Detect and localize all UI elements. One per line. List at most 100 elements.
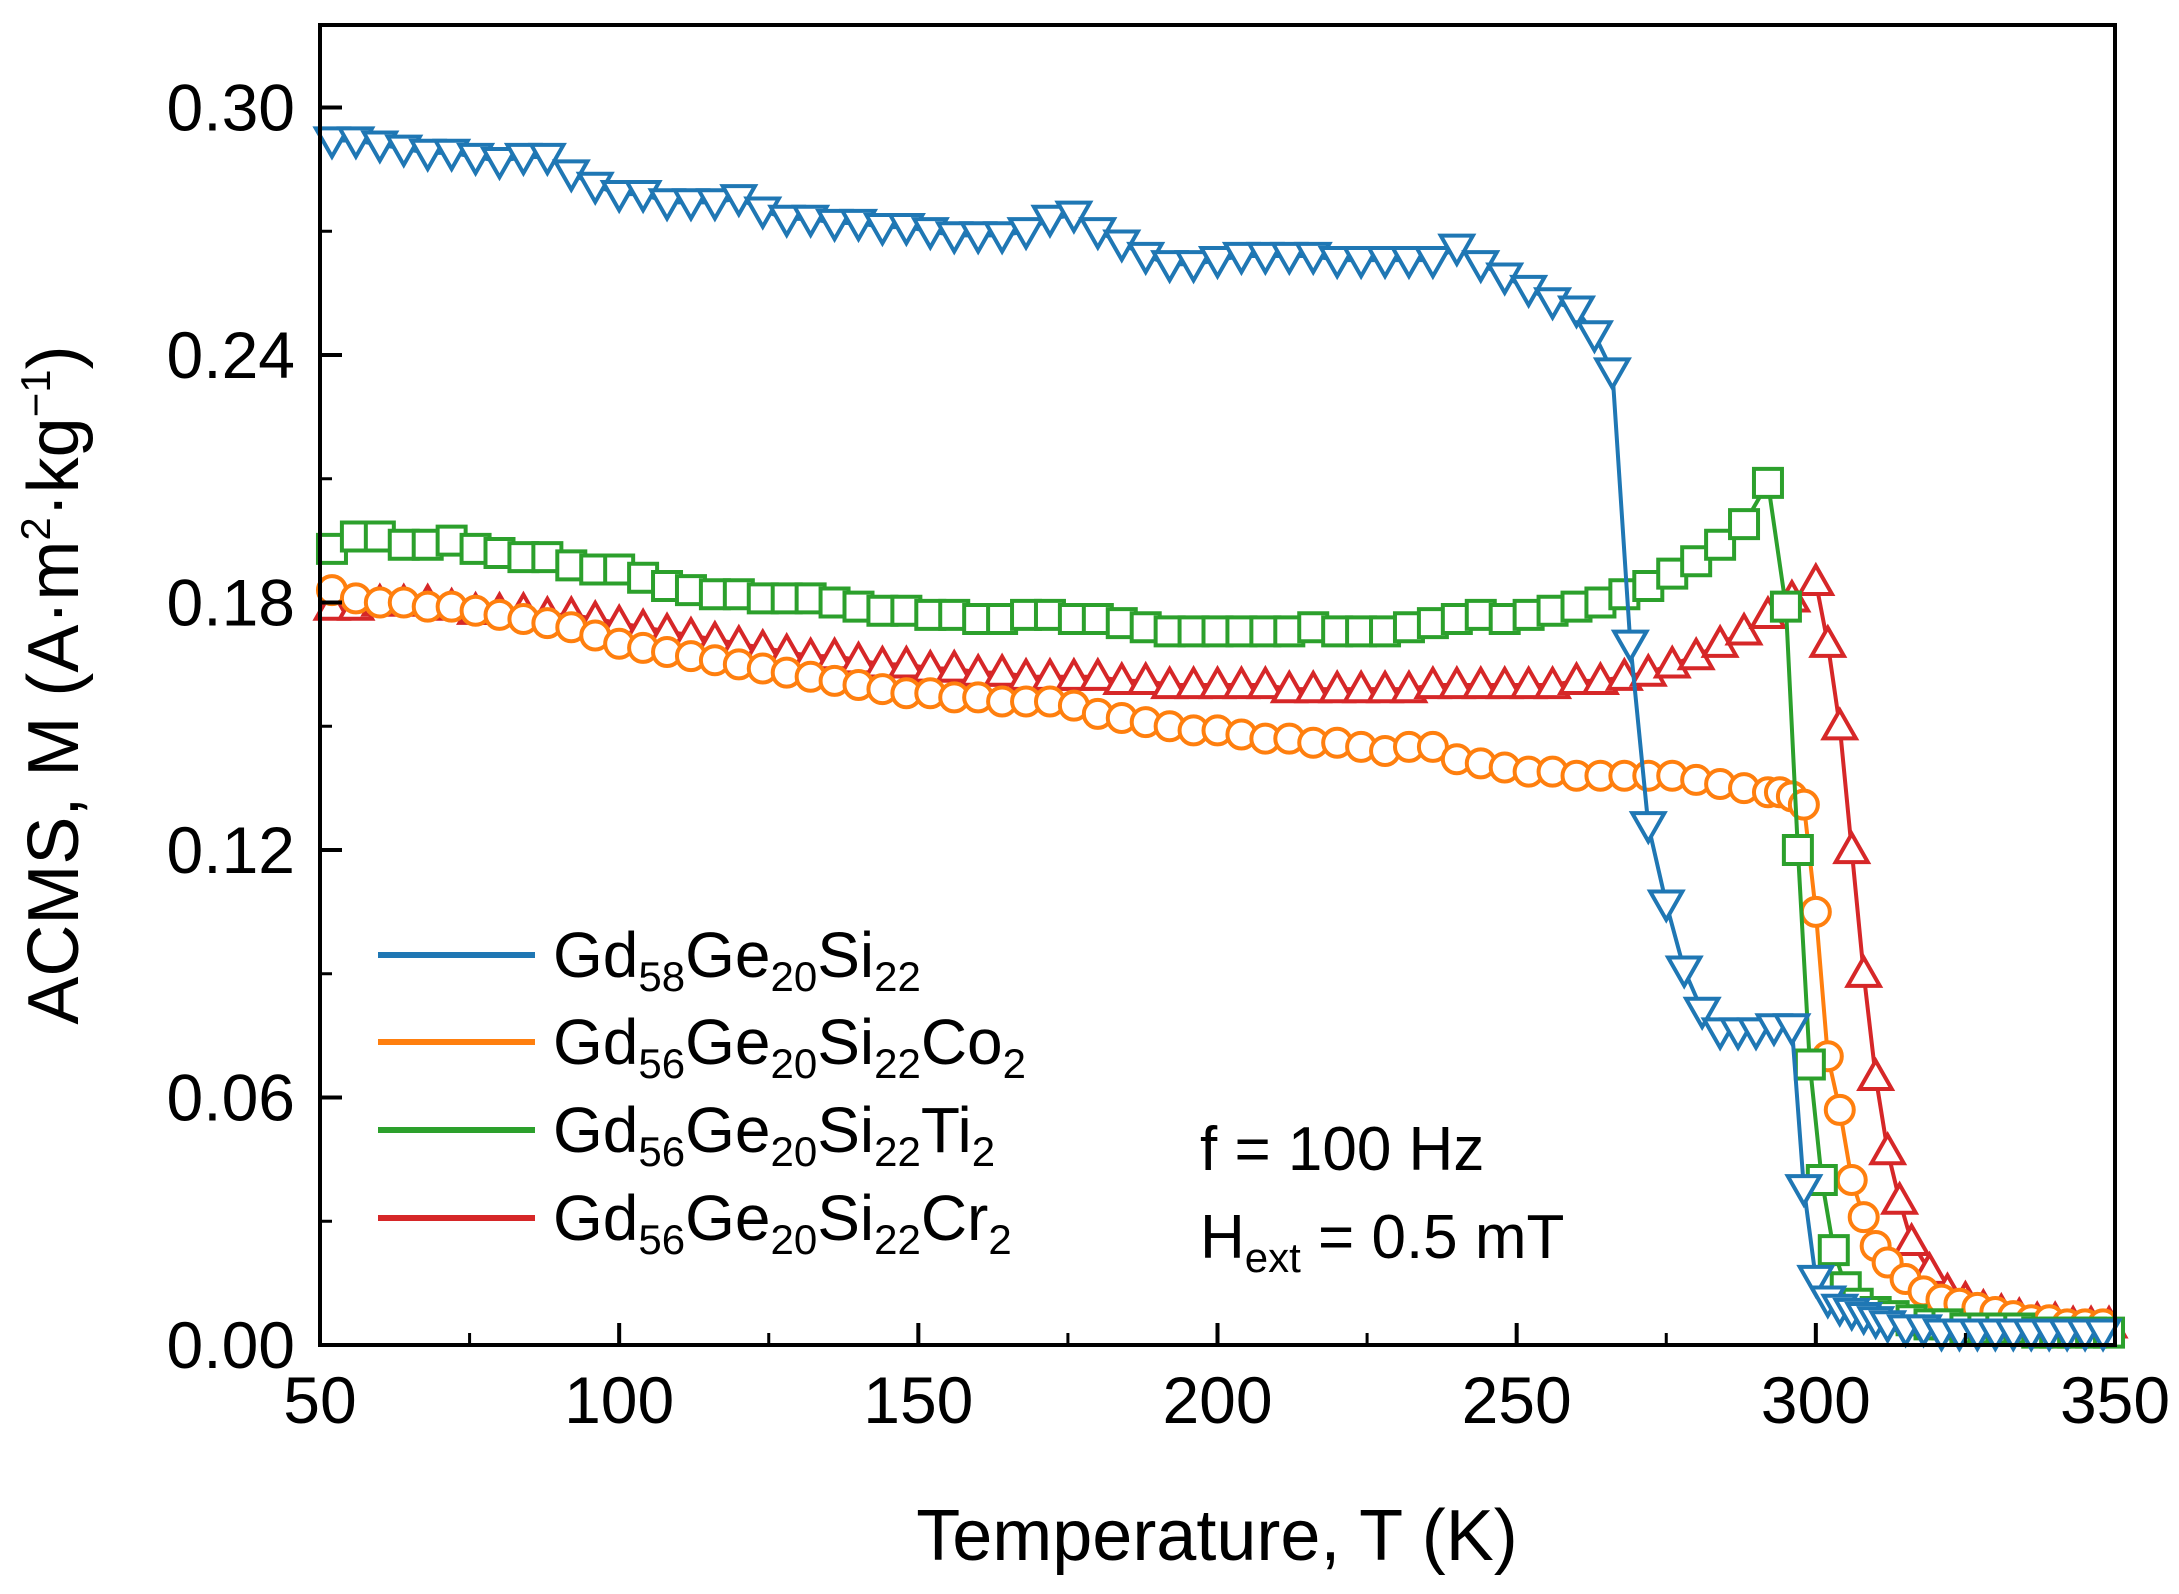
data-point — [1796, 1264, 1836, 1300]
y-axis-title: ACMS, M (A·m2·kg−1) — [12, 345, 94, 1024]
data-point — [1799, 895, 1832, 928]
data-point — [1856, 1056, 1896, 1091]
data-point — [1556, 660, 1597, 695]
data-point — [1221, 664, 1261, 700]
data-point — [1835, 1164, 1868, 1196]
data-point — [1781, 834, 1814, 866]
data-point — [1389, 246, 1429, 281]
data-point — [1751, 466, 1784, 499]
series-layer — [312, 126, 2129, 1353]
data-point — [1365, 246, 1405, 281]
data-point — [1174, 664, 1214, 700]
series-2 — [315, 466, 2126, 1349]
data-point — [1126, 660, 1166, 695]
data-point — [1006, 217, 1046, 252]
legend-label: Gd56Ge20Si22Cr2 — [553, 1182, 1012, 1263]
data-point — [1078, 656, 1118, 691]
y-tick-label: 0.18 — [167, 566, 295, 640]
data-point — [1704, 528, 1737, 561]
data-point — [1784, 1174, 1824, 1209]
x-tick-label: 250 — [1462, 1363, 1572, 1437]
annotation-frequency: f = 100 Hz — [1200, 1115, 1484, 1184]
data-point — [1197, 664, 1238, 700]
data-point — [599, 180, 639, 215]
data-point — [1682, 996, 1722, 1032]
data-point — [1509, 664, 1549, 700]
data-point — [1174, 250, 1214, 285]
x-tick-label: 150 — [863, 1363, 973, 1437]
data-point — [1245, 664, 1285, 700]
data-point — [958, 221, 998, 256]
data-point — [1646, 889, 1686, 924]
plot-frame — [318, 23, 2117, 1347]
data-point — [862, 213, 902, 248]
data-point — [1574, 320, 1614, 355]
x-tick-label: 50 — [283, 1363, 356, 1437]
data-point — [934, 648, 974, 683]
data-point — [934, 221, 974, 256]
data-point — [1832, 829, 1872, 865]
data-point — [1054, 656, 1094, 691]
data-point — [767, 204, 807, 240]
data-point — [1808, 623, 1848, 658]
y-tick-label: 0.06 — [167, 1061, 295, 1135]
data-point — [527, 142, 567, 178]
data-point — [1817, 1234, 1850, 1267]
data-point — [1293, 668, 1333, 704]
x-tick-label: 100 — [564, 1363, 674, 1437]
data-point — [1844, 953, 1884, 988]
data-point — [1269, 241, 1309, 277]
data-point — [1461, 664, 1501, 700]
data-point — [503, 142, 543, 178]
data-point — [1054, 200, 1094, 235]
data-point — [982, 652, 1022, 687]
x-tick-label: 200 — [1162, 1363, 1272, 1437]
data-point — [1150, 250, 1190, 285]
x-tick-label: 300 — [1761, 1363, 1871, 1437]
data-point — [1102, 660, 1142, 695]
data-point — [1724, 611, 1764, 646]
data-point — [408, 138, 448, 174]
data-point — [1365, 668, 1405, 704]
data-point — [1892, 1221, 1932, 1256]
series-0 — [312, 126, 2123, 1353]
data-point — [1197, 246, 1238, 281]
data-point — [647, 188, 687, 223]
data-point — [815, 208, 855, 244]
y-tick-label: 0.24 — [167, 318, 295, 392]
x-axis-title: Temperature, T (K) — [916, 1496, 1518, 1576]
data-point — [1556, 295, 1597, 330]
data-point — [2083, 1318, 2123, 1353]
legend: Gd58Ge20Si22Gd56Ge20Si22Co2Gd56Ge20Si22T… — [378, 919, 1026, 1263]
data-point — [1772, 1013, 1812, 1048]
data-point — [1437, 664, 1477, 700]
data-point — [1868, 1130, 1908, 1166]
y-tick-label: 0.12 — [167, 813, 295, 887]
data-point — [1592, 357, 1632, 392]
data-point — [1317, 668, 1357, 704]
data-point — [1245, 241, 1285, 277]
data-point — [1341, 246, 1381, 281]
data-point — [1796, 561, 1836, 596]
ticks-layer: 50 100 150 200 250 300 350 0.00 0.06 0.12 0.18 0.24… — [167, 71, 2171, 1438]
legend-label: Gd56Ge20Si22Ti2 — [553, 1094, 995, 1175]
data-point — [1628, 811, 1668, 846]
data-point — [1769, 590, 1802, 623]
data-point — [1728, 508, 1761, 541]
data-point — [1150, 664, 1190, 700]
data-point — [1269, 668, 1309, 704]
data-point — [1485, 664, 1525, 700]
data-point — [1437, 233, 1477, 268]
data-point — [1847, 1201, 1880, 1234]
legend-label: Gd58Ge20Si22 — [553, 919, 921, 1000]
data-point — [695, 188, 735, 223]
annotation-field: Hext = 0.5 mT — [1200, 1203, 1564, 1281]
data-point — [1413, 246, 1453, 281]
data-point — [1030, 204, 1070, 240]
data-point — [1317, 246, 1357, 281]
y-tick-label: 0.30 — [167, 71, 295, 145]
data-point — [1820, 706, 1860, 741]
data-point — [1823, 1093, 1856, 1126]
data-point — [1880, 1180, 1920, 1215]
data-point — [479, 147, 520, 182]
